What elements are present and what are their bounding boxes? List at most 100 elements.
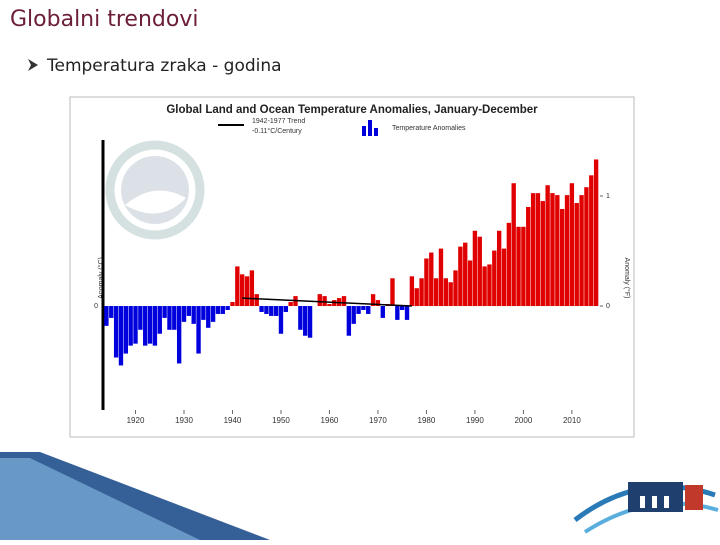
x-tick-label: 1960 xyxy=(321,416,339,425)
bar xyxy=(104,306,109,326)
bar xyxy=(526,206,531,307)
bar xyxy=(521,226,526,307)
bar xyxy=(501,248,507,307)
x-tick-label: 1950 xyxy=(272,416,290,425)
bar xyxy=(516,226,521,307)
bar xyxy=(230,302,235,307)
bar xyxy=(366,306,371,314)
bar xyxy=(530,193,536,307)
x-tick-label: 2010 xyxy=(563,416,581,425)
bar xyxy=(220,306,225,314)
bar xyxy=(564,195,570,307)
x-tick-label: 1970 xyxy=(369,416,387,425)
bar xyxy=(327,304,332,307)
bar xyxy=(235,266,240,307)
bar xyxy=(307,306,313,338)
bar xyxy=(511,183,516,307)
y2-tick-label: 1 xyxy=(606,193,610,200)
bar xyxy=(400,306,405,310)
bar xyxy=(472,230,478,307)
legend-bars xyxy=(362,120,378,136)
bar xyxy=(215,306,221,314)
bar xyxy=(463,242,468,307)
bar xyxy=(569,183,575,307)
bar xyxy=(424,258,429,307)
bar xyxy=(438,248,444,307)
chart-title: Global Land and Ocean Temperature Anomal… xyxy=(166,104,538,116)
bar xyxy=(574,203,579,307)
x-tick-label: 1990 xyxy=(466,416,484,425)
bar xyxy=(186,306,192,316)
bar xyxy=(206,306,211,328)
bar xyxy=(593,159,599,307)
bar xyxy=(264,306,269,314)
bar xyxy=(196,306,201,354)
bar xyxy=(433,278,439,307)
bar xyxy=(429,252,434,307)
x-tick-label: 1980 xyxy=(418,416,436,425)
x-tick-label: 1940 xyxy=(224,416,242,425)
bar xyxy=(482,266,487,307)
bar xyxy=(589,175,594,307)
plot: 0 0 1 1920 1930 1940 1950 1960 1970 1980 1990 2000 2… xyxy=(94,159,610,425)
bar xyxy=(273,306,279,316)
bar xyxy=(244,276,250,307)
bar xyxy=(254,294,259,307)
bar xyxy=(317,294,322,307)
bar xyxy=(152,306,158,346)
bar xyxy=(477,236,482,307)
bar xyxy=(409,276,415,307)
bar xyxy=(123,306,128,354)
bar xyxy=(269,306,274,316)
bar xyxy=(419,278,424,307)
bar xyxy=(453,270,458,307)
bar xyxy=(550,193,555,307)
bar xyxy=(288,302,293,307)
x-tick-label: 1930 xyxy=(175,416,193,425)
bar xyxy=(361,306,366,310)
bar xyxy=(395,306,400,320)
bar xyxy=(225,306,230,310)
bar xyxy=(162,306,167,318)
bar xyxy=(443,278,448,307)
bar xyxy=(128,306,133,346)
y2-axis-label: Anomaly (°F) xyxy=(623,258,631,299)
bar xyxy=(249,270,255,307)
bar xyxy=(375,300,381,307)
bar xyxy=(390,278,395,307)
bar xyxy=(351,306,356,324)
noaa-logo xyxy=(105,140,205,240)
bullet-text: Temperatura zraka - godina xyxy=(46,56,282,76)
bar xyxy=(560,208,565,307)
bar xyxy=(584,187,589,307)
x-tick-label: 1920 xyxy=(127,416,145,425)
bar xyxy=(506,222,512,307)
bar xyxy=(113,306,119,358)
bar xyxy=(487,264,492,307)
bar xyxy=(448,282,453,307)
bar xyxy=(298,306,303,330)
legend-trend-label: 1942-1977 Trend xyxy=(252,118,305,125)
bar xyxy=(404,306,410,320)
footer-logo xyxy=(573,482,719,534)
bar xyxy=(322,296,327,307)
bar xyxy=(467,260,473,307)
bar xyxy=(147,306,153,344)
bar xyxy=(356,306,361,314)
bar xyxy=(303,306,308,336)
bar xyxy=(181,306,187,322)
bar xyxy=(133,306,138,344)
y-axis-label: Anomaly (°C) xyxy=(97,257,105,299)
bar xyxy=(191,306,196,324)
bar xyxy=(201,306,206,320)
y-tick-label: 0 xyxy=(94,303,98,310)
bar xyxy=(579,195,584,307)
slide-title: Globalni trendovi xyxy=(10,7,198,32)
bar xyxy=(545,185,550,307)
y2-tick-label: 0 xyxy=(606,303,610,310)
bar xyxy=(458,246,463,307)
x-tick-label: 2000 xyxy=(514,416,532,425)
bullet-arrow xyxy=(28,59,38,71)
legend-trend-note: -0.11°C/Century xyxy=(252,127,302,135)
